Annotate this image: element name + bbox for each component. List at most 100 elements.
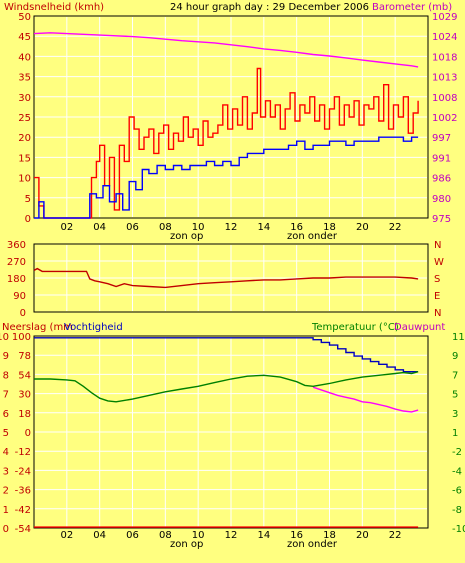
- x-tick-label: 20: [356, 222, 369, 233]
- y-tick-label-left: 0: [25, 428, 31, 439]
- temperature-panel-series: [34, 337, 419, 528]
- series-wind-average: [34, 136, 419, 219]
- x-tick-label: 04: [93, 530, 106, 541]
- y-tick-label-right: 975: [432, 214, 451, 225]
- humidity-axis-title: Vochtigheid: [64, 322, 123, 333]
- series-temperature: [34, 371, 419, 403]
- y-tick-label-right: N: [434, 240, 441, 251]
- wind-panel-frame: [33, 15, 429, 219]
- y-tick-label-left: 3: [3, 466, 9, 477]
- y-tick-label-left: 50: [18, 12, 31, 23]
- y-tick-label-right: 3: [452, 409, 458, 420]
- y-tick-label-left: 30: [18, 93, 31, 104]
- y-tick-label-right: W: [434, 257, 444, 268]
- x-tick-label: 08: [159, 222, 172, 233]
- y-tick-label-left: 360: [7, 240, 26, 251]
- dewpoint-axis-title: Dauwpunt: [394, 322, 445, 333]
- y-tick-label-left: 0: [25, 214, 31, 225]
- series-humidity: [34, 337, 419, 373]
- y-tick-label-right: 1018: [432, 52, 457, 63]
- series-barometer: [33, 32, 419, 68]
- direction-panel-frame: [33, 243, 429, 313]
- y-tick-label-left: 8: [3, 370, 9, 381]
- y-tick-label-left: 5: [25, 194, 31, 205]
- y-tick-label-left: 78: [18, 351, 31, 362]
- y-tick-label-left: 45: [18, 32, 31, 43]
- y-tick-label-right: -2: [452, 447, 462, 458]
- y-tick-label-right: -10: [452, 524, 465, 535]
- y-tick-label-left: 18: [18, 409, 31, 420]
- y-tick-label-left: 1: [3, 505, 9, 516]
- y-tick-label-left: -12: [15, 447, 31, 458]
- temperature-panel: 109876543210 100785430180-12-24-36-42-54…: [0, 332, 465, 550]
- wind-panel-x-ticks: 02 04 06 08 10 12 14 16 18 20 22: [60, 222, 401, 233]
- y-tick-label-left: 6: [3, 409, 9, 420]
- x-tick-label: 08: [159, 530, 172, 541]
- y-tick-label-left: 180: [7, 274, 26, 285]
- x-tick-label: 16: [290, 530, 303, 541]
- x-tick-label: 12: [225, 530, 238, 541]
- y-tick-label-right: 1008: [432, 93, 457, 104]
- y-tick-label-left: 30: [18, 390, 31, 401]
- sunrise-label-1: zon op: [170, 231, 203, 242]
- y-tick-label-right: 1002: [432, 113, 457, 124]
- x-tick-label: 10: [192, 530, 205, 541]
- x-tick-label: 12: [225, 222, 238, 233]
- x-tick-label: 22: [389, 530, 402, 541]
- y-tick-label-right: 980: [432, 194, 451, 205]
- y-tick-label-right: E: [434, 291, 440, 302]
- y-tick-label-right: -8: [452, 505, 462, 516]
- y-tick-label-left: -36: [15, 486, 31, 497]
- direction-panel-series: [33, 267, 419, 289]
- x-tick-label: 20: [356, 530, 369, 541]
- y-tick-label-left: 10: [0, 332, 9, 343]
- x-tick-label: 18: [323, 530, 336, 541]
- y-tick-label-left: -54: [15, 524, 31, 535]
- temperature-axis-title: Temperatuur (°C): [311, 322, 399, 333]
- y-tick-label-left: 9: [3, 351, 9, 362]
- y-tick-label-right: S: [434, 274, 440, 285]
- y-tick-label-left: 10: [18, 174, 31, 185]
- x-tick-label: 10: [192, 222, 205, 233]
- y-tick-label-left: -42: [15, 505, 31, 516]
- rain-axis-title: Neerslag (mm: [2, 322, 73, 333]
- temperature-panel-x-ticks: 02 04 06 08 10 12 14 16 18 20 22: [60, 530, 401, 541]
- wind-panel-grid: [35, 17, 427, 217]
- y-tick-label-left: 0: [20, 308, 26, 319]
- temperature-panel-right-ticks: 11 9 7 5 3 1 -2 -4 -6 -8 -10: [452, 332, 465, 535]
- y-tick-label-right: N: [434, 308, 441, 319]
- direction-panel-grid: [35, 245, 427, 311]
- x-tick-label: 06: [126, 530, 139, 541]
- y-tick-label-right: 1024: [432, 32, 457, 43]
- page-title: 24 hour graph day : 29 December 2006: [170, 2, 369, 13]
- y-tick-label-left: 54: [18, 370, 31, 381]
- y-tick-label-left: 15: [18, 153, 31, 164]
- x-tick-label: 22: [389, 222, 402, 233]
- y-tick-label-right: 1013: [432, 73, 457, 84]
- y-tick-label-left: 4: [3, 447, 9, 458]
- y-tick-label-right: 9: [452, 351, 458, 362]
- x-tick-label: 02: [60, 222, 73, 233]
- x-tick-label: 14: [257, 222, 270, 233]
- y-tick-label-left: 90: [13, 291, 26, 302]
- temperature-panel-grid: [35, 337, 427, 527]
- y-tick-label-left: 5: [3, 428, 9, 439]
- series-dewpoint: [312, 386, 419, 413]
- y-tick-label-right: 1: [452, 428, 458, 439]
- y-tick-label-left: 7: [3, 390, 9, 401]
- series-wind-direction: [33, 267, 419, 289]
- y-tick-label-left: 25: [18, 113, 31, 124]
- y-tick-label-left: 35: [18, 73, 31, 84]
- y-tick-label-right: 1029: [432, 12, 457, 23]
- y-tick-label-left: 270: [7, 257, 26, 268]
- y-tick-label-right: -6: [452, 486, 462, 497]
- x-tick-label: 14: [257, 530, 270, 541]
- wind-panel-right-ticks: 1029 1024 1018 1013 1008 1002 997 991 986 980 975: [432, 12, 457, 225]
- y-tick-label-right: 7: [452, 370, 458, 381]
- sunset-label-1: zon onder: [287, 231, 338, 242]
- x-tick-label: 18: [323, 222, 336, 233]
